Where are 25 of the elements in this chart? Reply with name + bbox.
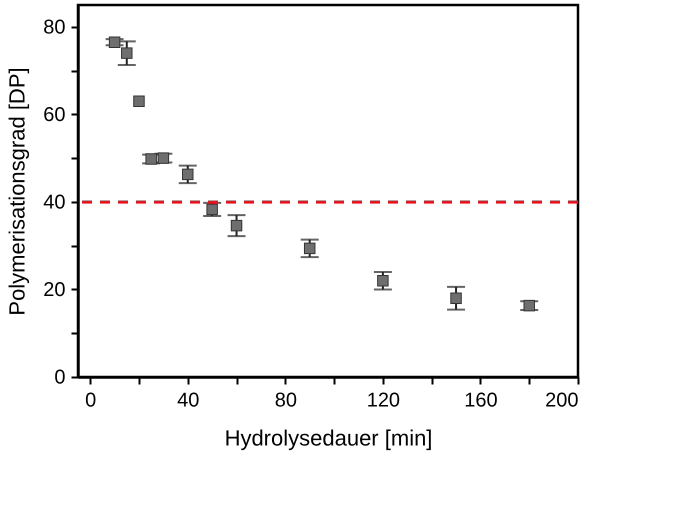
y-tick-label: 40 bbox=[43, 191, 66, 214]
y-tick-label: 20 bbox=[43, 278, 66, 301]
point bbox=[145, 153, 157, 165]
point bbox=[377, 274, 389, 286]
x-tick-label: 160 bbox=[464, 390, 498, 412]
y-tick-label: 60 bbox=[43, 104, 66, 126]
x-axis-title: Hydrolysedauer [min] bbox=[224, 426, 432, 450]
x-tick-label: 120 bbox=[366, 390, 400, 412]
x-tick-label: 80 bbox=[274, 390, 297, 412]
y-tick-label: 80 bbox=[43, 16, 66, 38]
point bbox=[121, 47, 133, 59]
point bbox=[108, 36, 120, 48]
point bbox=[450, 292, 462, 304]
y-axis-title: Polymerisationsgrad [DP] bbox=[4, 67, 30, 316]
point bbox=[304, 242, 316, 254]
x-tick-label: 40 bbox=[177, 390, 200, 412]
x-tick-label: 200 bbox=[545, 390, 578, 412]
y-tick-label: 0 bbox=[54, 366, 66, 388]
point bbox=[206, 204, 218, 216]
x-tick-label: 0 bbox=[85, 390, 96, 412]
point bbox=[158, 152, 170, 164]
point bbox=[182, 168, 194, 180]
point bbox=[523, 300, 535, 312]
point bbox=[133, 96, 145, 108]
point bbox=[230, 220, 242, 232]
